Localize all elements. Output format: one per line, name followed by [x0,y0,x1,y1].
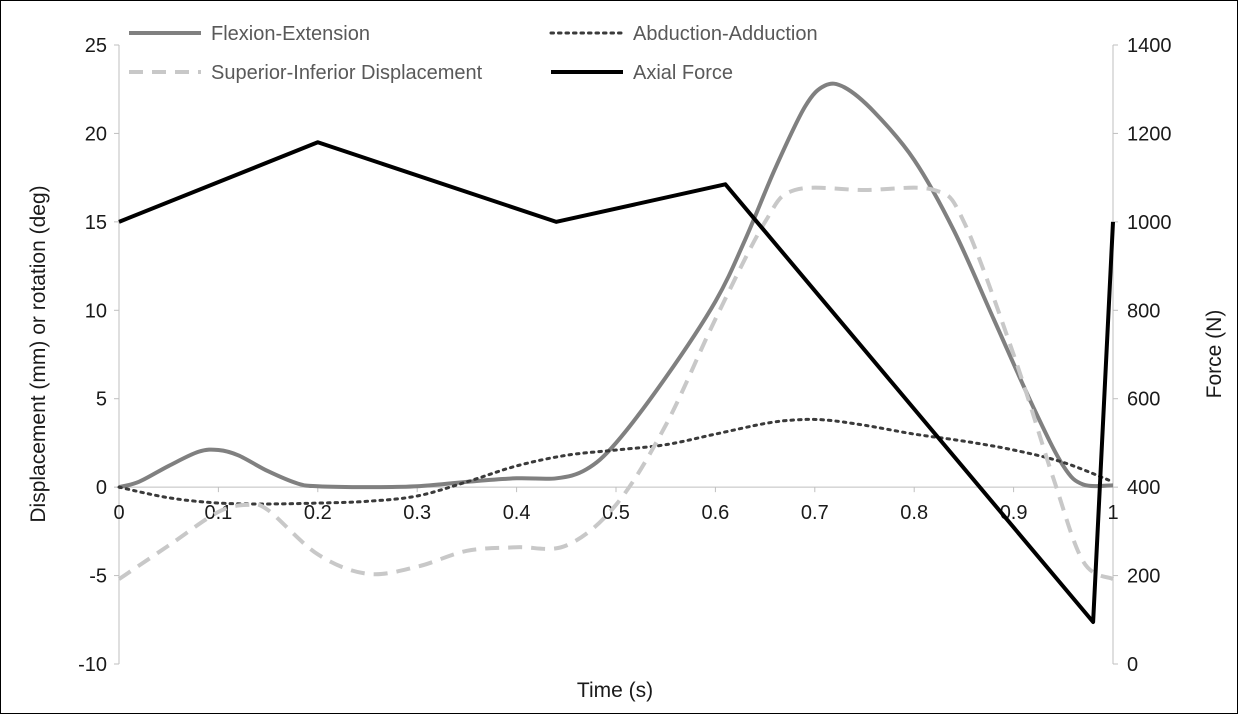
y-tick-label: 10 [85,300,107,322]
legend-label-abduction-adduction: Abduction-Adduction [633,23,818,45]
y-tick-label: 25 [85,35,107,57]
y2-tick-label: 600 [1127,389,1160,411]
y2-axis-title: Force (N) [1203,310,1226,399]
y-tick-label: 20 [85,123,107,145]
x-tick-label: 0.7 [801,502,829,524]
y-tick-label: -5 [89,566,107,588]
x-tick-label: 1 [1107,502,1118,524]
y2-tick-label: 1400 [1127,35,1172,57]
series-layer [117,81,1115,624]
axes-layer: -10-505101520250200400600800100012001400… [78,35,1171,676]
legend-label-flexion-extension: Flexion-Extension [211,23,370,45]
y2-tick-label: 1000 [1127,212,1172,234]
y-tick-label: 15 [85,212,107,234]
y2-tick-label: 200 [1127,566,1160,588]
y2-tick-label: 400 [1127,477,1160,499]
y2-tick-label: 800 [1127,300,1160,322]
legend-label-superior-inferior-displacement: Superior-Inferior Displacement [211,62,483,84]
legend-label-axial-force: Axial Force [633,62,733,84]
y-tick-label: -10 [78,654,107,676]
x-tick-label: 0 [113,502,124,524]
y2-tick-label: 0 [1127,654,1138,676]
x-tick-label: 0.4 [503,502,531,524]
y2-tick-label: 1200 [1127,123,1172,145]
y-tick-label: 5 [96,389,107,411]
series-line-flexion-extension [118,81,1114,490]
y-axis-title: Displacement (mm) or rotation (deg) [27,185,50,522]
x-tick-label: 0.5 [602,502,630,524]
x-tick-label: 0.6 [701,502,729,524]
x-tick-label: 0.8 [900,502,928,524]
series-line-superior-inferior-displacement [117,185,1115,581]
y-tick-label: 0 [96,477,107,499]
legend: Flexion-Extension Abduction-Adduction Supe… [129,23,818,84]
x-tick-label: 0.2 [304,502,332,524]
series-line-axial-force [118,140,1115,624]
x-axis-title: Time (s) [577,679,653,702]
x-tick-label: 0.3 [403,502,431,524]
